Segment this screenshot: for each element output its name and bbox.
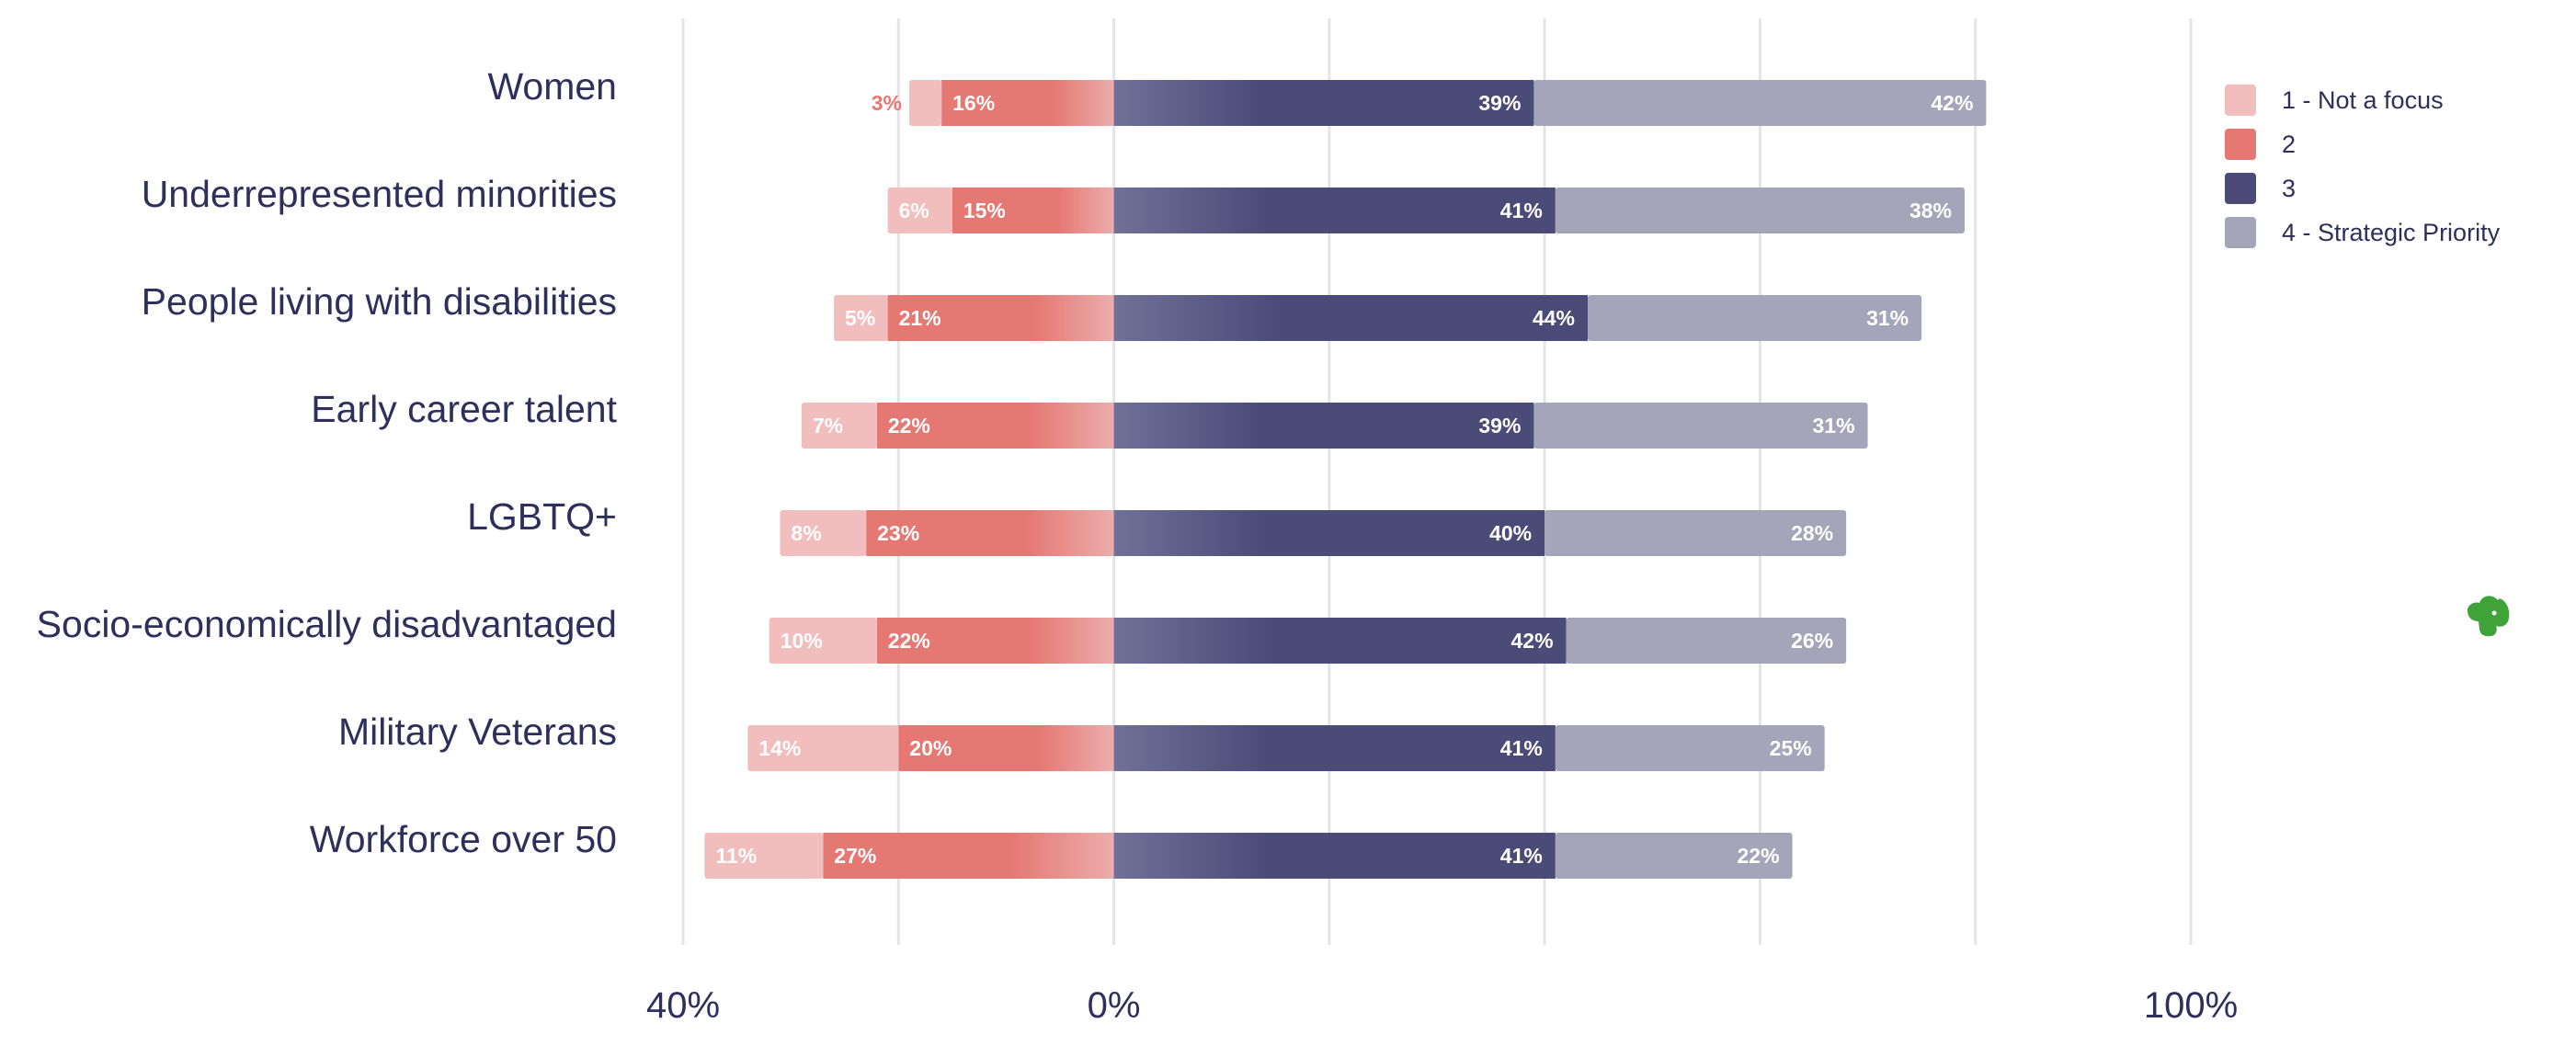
bars: 16% 3% 39% 42% 15% 6% 41% 38% 21% 5% 44% 31% 22% 7% 39… [704, 80, 1987, 879]
x-axis: 40% 0% 100% [646, 985, 2238, 1026]
data-label-underrepresented-minorities-2: 15% [963, 199, 1006, 222]
data-label-socio-economically-disadvantaged-3: 42% [1511, 629, 1554, 653]
bar-socio-economically-disadvantaged-4-strategic-priority [1566, 618, 1847, 664]
data-label-workforce-over-50-2: 27% [834, 844, 876, 868]
data-label-early-career-talent-1-not-a-focus: 7% [813, 414, 843, 438]
bar-lgbtq-1-not-a-focus [780, 510, 867, 556]
data-label-workforce-over-50-4-strategic-priority: 22% [1738, 844, 1780, 868]
bar-military-veterans-2 [898, 725, 1114, 771]
data-label-military-veterans-2: 20% [909, 736, 952, 760]
data-label-women-1-not-a-focus: 3% [872, 91, 902, 115]
data-label-early-career-talent-4-strategic-priority: 31% [1813, 414, 1855, 438]
bar-underrepresented-minorities-4-strategic-priority [1555, 188, 1965, 233]
legend-label-1-not-a-focus[interactable]: 1 - Not a focus [2282, 86, 2444, 114]
bar-workforce-over-50-4-strategic-priority [1555, 833, 1793, 879]
legend: 1 - Not a focus 2 3 4 - Strategic Priority [2225, 85, 2501, 248]
data-label-socio-economically-disadvantaged-2: 22% [888, 629, 930, 653]
x-tick-label-0: 0% [1088, 985, 1141, 1026]
bar-people-living-with-disabilities-3 [1113, 295, 1588, 341]
category-labels: Women Underrepresented minorities People l… [37, 65, 618, 860]
data-label-underrepresented-minorities-1-not-a-focus: 6% [899, 199, 929, 222]
category-label-socio-economically-disadvantaged: Socio-economically disadvantaged [37, 603, 617, 645]
data-label-underrepresented-minorities-4-strategic-priority: 38% [1909, 199, 1952, 222]
bar-lgbtq-4-strategic-priority [1544, 510, 1847, 556]
bar-women-2 [941, 80, 1114, 126]
bar-underrepresented-minorities-1-not-a-focus [887, 188, 952, 233]
bar-early-career-talent-3 [1113, 403, 1534, 449]
data-label-women-2: 16% [952, 91, 995, 115]
bar-early-career-talent-4-strategic-priority [1533, 403, 1868, 449]
bar-socio-economically-disadvantaged-3 [1113, 618, 1567, 664]
x-tick-label-40: 40% [646, 985, 720, 1026]
bar-women-4-strategic-priority [1533, 80, 1987, 126]
data-label-military-veterans-1-not-a-focus: 14% [758, 736, 801, 760]
bar-military-veterans-3 [1113, 725, 1556, 771]
gridlines [681, 18, 2193, 945]
data-label-socio-economically-disadvantaged-4-strategic-priority: 26% [1791, 629, 1833, 653]
bar-workforce-over-50-1-not-a-focus [704, 833, 824, 879]
bar-people-living-with-disabilities-1-not-a-focus [834, 295, 888, 341]
legend-swatch-3[interactable] [2225, 173, 2256, 204]
category-label-lgbtq: LGBTQ+ [467, 495, 617, 538]
data-label-underrepresented-minorities-3: 41% [1500, 199, 1543, 222]
bar-workforce-over-50-2 [823, 833, 1114, 879]
data-label-women-4-strategic-priority: 42% [1931, 91, 1973, 115]
bar-lgbtq-3 [1113, 510, 1545, 556]
bar-socio-economically-disadvantaged-1-not-a-focus [769, 618, 877, 664]
category-label-workforce-over-50: Workforce over 50 [310, 818, 617, 860]
legend-swatch-2[interactable] [2225, 129, 2256, 160]
data-label-military-veterans-4-strategic-priority: 25% [1770, 736, 1812, 760]
bar-people-living-with-disabilities-2 [887, 295, 1114, 341]
data-label-lgbtq-4-strategic-priority: 28% [1791, 521, 1833, 545]
bar-underrepresented-minorities-3 [1113, 188, 1556, 233]
data-label-people-living-with-disabilities-1-not-a-focus: 5% [845, 306, 875, 330]
data-label-women-3: 39% [1478, 91, 1521, 115]
category-label-underrepresented-minorities: Underrepresented minorities [142, 173, 617, 215]
bar-workforce-over-50-3 [1113, 833, 1556, 879]
bar-underrepresented-minorities-2 [952, 188, 1114, 233]
data-label-socio-economically-disadvantaged-1-not-a-focus: 10% [781, 629, 823, 653]
bar-socio-economically-disadvantaged-2 [876, 618, 1114, 664]
bar-women-3 [1113, 80, 1534, 126]
category-label-military-veterans: Military Veterans [338, 710, 617, 753]
data-label-lgbtq-1-not-a-focus: 8% [791, 521, 821, 545]
bar-early-career-talent-2 [876, 403, 1114, 449]
legend-label-2[interactable]: 2 [2282, 131, 2296, 158]
data-label-workforce-over-50-3: 41% [1500, 844, 1543, 868]
bar-early-career-talent-1-not-a-focus [801, 403, 877, 449]
data-label-early-career-talent-2: 22% [888, 414, 930, 438]
data-label-people-living-with-disabilities-2: 21% [899, 306, 941, 330]
legend-label-4-strategic-priority[interactable]: 4 - Strategic Priority [2282, 219, 2501, 246]
data-label-lgbtq-3: 40% [1489, 521, 1532, 545]
x-tick-label-100: 100% [2144, 985, 2238, 1026]
category-label-women: Women [487, 65, 617, 108]
bar-lgbtq-2 [866, 510, 1114, 556]
data-label-people-living-with-disabilities-4-strategic-priority: 31% [1866, 306, 1909, 330]
category-label-people-living-with-disabilities: People living with disabilities [142, 280, 617, 323]
data-label-early-career-talent-3: 39% [1478, 414, 1521, 438]
bar-people-living-with-disabilities-4-strategic-priority [1588, 295, 1922, 341]
legend-swatch-1-not-a-focus[interactable] [2225, 85, 2256, 116]
data-label-military-veterans-3: 41% [1500, 736, 1543, 760]
bar-women-1-not-a-focus [909, 80, 942, 126]
evernote-elephant-icon[interactable] [2467, 596, 2510, 637]
data-label-workforce-over-50-1-not-a-focus: 11% [715, 844, 757, 868]
data-label-people-living-with-disabilities-3: 44% [1533, 306, 1575, 330]
bar-military-veterans-1-not-a-focus [747, 725, 899, 771]
data-label-lgbtq-2: 23% [877, 521, 919, 545]
legend-label-3[interactable]: 3 [2282, 175, 2296, 202]
legend-swatch-4-strategic-priority[interactable] [2225, 217, 2256, 248]
bar-military-veterans-4-strategic-priority [1555, 725, 1825, 771]
category-label-early-career-talent: Early career talent [311, 388, 617, 430]
